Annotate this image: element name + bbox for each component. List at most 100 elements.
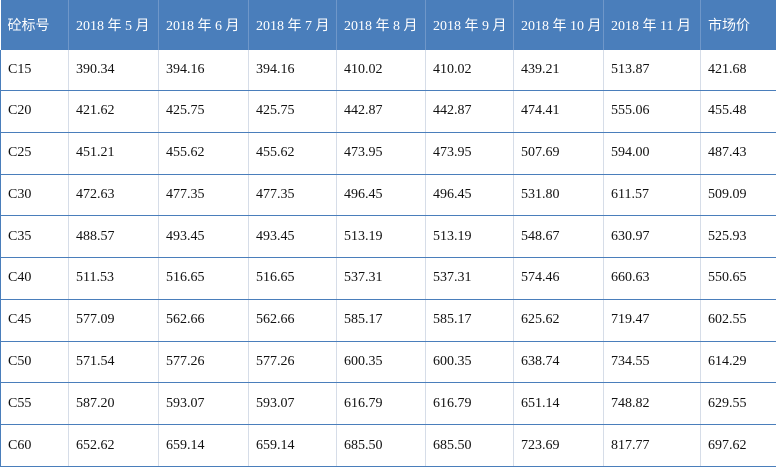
table-row: C15 390.34 394.16 394.16 410.02 410.02 439.21 5…: [0, 50, 776, 92]
price-cell: 493.45: [158, 215, 249, 259]
price-cell: 421.62: [68, 90, 159, 133]
price-cell: 600.35: [336, 341, 426, 384]
price-cell: 625.62: [513, 299, 604, 342]
price-cell: 614.29: [700, 341, 776, 384]
header-cell: 2018 年 11 月: [603, 0, 701, 50]
price-cell: 548.67: [513, 215, 604, 259]
grade-cell: C15: [0, 50, 69, 92]
table-row: C60 652.62 659.14 659.14 685.50 685.50 723.69 8…: [0, 424, 776, 467]
price-cell: 719.47: [603, 299, 701, 342]
price-cell: 734.55: [603, 341, 701, 384]
table-body: C15 390.34 394.16 394.16 410.02 410.02 439.21 5…: [0, 50, 776, 467]
price-cell: 562.66: [158, 299, 249, 342]
price-cell: 685.50: [425, 424, 514, 467]
price-cell: 493.45: [248, 215, 337, 259]
price-cell: 537.31: [425, 257, 514, 300]
price-cell: 455.62: [158, 132, 249, 175]
price-cell: 421.68: [700, 50, 776, 92]
price-cell: 594.00: [603, 132, 701, 175]
price-cell: 477.35: [248, 174, 337, 217]
price-cell: 425.75: [158, 90, 249, 133]
price-cell: 513.87: [603, 50, 701, 92]
price-cell: 477.35: [158, 174, 249, 217]
price-cell: 394.16: [248, 50, 337, 92]
grade-cell: C55: [0, 382, 69, 426]
header-cell: 2018 年 5 月: [68, 0, 159, 50]
price-cell: 487.43: [700, 132, 776, 175]
grade-cell: C30: [0, 174, 69, 217]
price-cell: 660.63: [603, 257, 701, 300]
price-cell: 659.14: [248, 424, 337, 467]
price-cell: 516.65: [158, 257, 249, 300]
price-cell: 410.02: [336, 50, 426, 92]
header-cell: 2018 年 6 月: [158, 0, 249, 50]
price-cell: 651.14: [513, 382, 604, 426]
grade-cell: C25: [0, 132, 69, 175]
price-cell: 723.69: [513, 424, 604, 467]
price-cell: 488.57: [68, 215, 159, 259]
price-cell: 509.09: [700, 174, 776, 217]
price-cell: 685.50: [336, 424, 426, 467]
price-cell: 817.77: [603, 424, 701, 467]
price-cell: 513.19: [425, 215, 514, 259]
table-row: C35 488.57 493.45 493.45 513.19 513.19 548.67 6…: [0, 215, 776, 259]
price-cell: 390.34: [68, 50, 159, 92]
table-row: C25 451.21 455.62 455.62 473.95 473.95 507.69 5…: [0, 132, 776, 175]
price-cell: 574.46: [513, 257, 604, 300]
grade-cell: C60: [0, 424, 69, 467]
price-cell: 577.26: [248, 341, 337, 384]
price-cell: 571.54: [68, 341, 159, 384]
table-row: C30 472.63 477.35 477.35 496.45 496.45 531.80 6…: [0, 174, 776, 217]
price-cell: 442.87: [425, 90, 514, 133]
price-cell: 562.66: [248, 299, 337, 342]
header-cell: 砼标号: [0, 0, 69, 50]
price-cell: 516.65: [248, 257, 337, 300]
price-cell: 455.48: [700, 90, 776, 133]
price-cell: 474.41: [513, 90, 604, 133]
table-row: C55 587.20 593.07 593.07 616.79 616.79 651.14 7…: [0, 382, 776, 426]
price-cell: 652.62: [68, 424, 159, 467]
table-row: C45 577.09 562.66 562.66 585.17 585.17 625.62 7…: [0, 299, 776, 342]
price-cell: 593.07: [158, 382, 249, 426]
price-cell: 585.17: [425, 299, 514, 342]
price-cell: 394.16: [158, 50, 249, 92]
grade-cell: C20: [0, 90, 69, 133]
price-cell: 616.79: [425, 382, 514, 426]
price-cell: 472.63: [68, 174, 159, 217]
price-cell: 593.07: [248, 382, 337, 426]
price-cell: 659.14: [158, 424, 249, 467]
price-cell: 587.20: [68, 382, 159, 426]
price-cell: 513.19: [336, 215, 426, 259]
price-cell: 697.62: [700, 424, 776, 467]
price-cell: 585.17: [336, 299, 426, 342]
price-cell: 525.93: [700, 215, 776, 259]
header-cell: 2018 年 8 月: [336, 0, 426, 50]
header-cell: 市场价: [700, 0, 776, 50]
price-cell: 507.69: [513, 132, 604, 175]
price-cell: 602.55: [700, 299, 776, 342]
price-cell: 630.97: [603, 215, 701, 259]
header-cell: 2018 年 9 月: [425, 0, 514, 50]
grade-cell: C35: [0, 215, 69, 259]
price-cell: 531.80: [513, 174, 604, 217]
table-row: C50 571.54 577.26 577.26 600.35 600.35 638.74 7…: [0, 341, 776, 384]
price-cell: 638.74: [513, 341, 604, 384]
price-cell: 600.35: [425, 341, 514, 384]
grade-cell: C50: [0, 341, 69, 384]
price-cell: 410.02: [425, 50, 514, 92]
header-cell: 2018 年 10 月: [513, 0, 604, 50]
price-cell: 425.75: [248, 90, 337, 133]
header-cell: 2018 年 7 月: [248, 0, 337, 50]
price-cell: 451.21: [68, 132, 159, 175]
price-cell: 550.65: [700, 257, 776, 300]
price-cell: 616.79: [336, 382, 426, 426]
price-cell: 555.06: [603, 90, 701, 133]
price-cell: 611.57: [603, 174, 701, 217]
table-row: C20 421.62 425.75 425.75 442.87 442.87 474.41 5…: [0, 90, 776, 133]
price-cell: 473.95: [425, 132, 514, 175]
price-cell: 511.53: [68, 257, 159, 300]
price-cell: 473.95: [336, 132, 426, 175]
